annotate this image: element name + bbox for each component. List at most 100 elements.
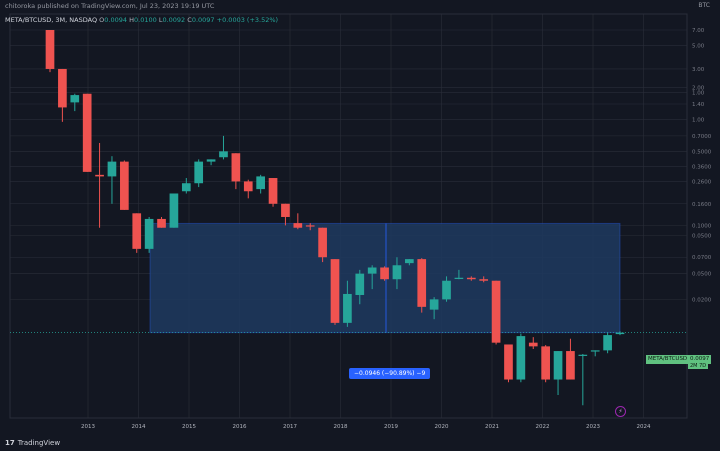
candle[interactable]	[367, 267, 377, 274]
candle[interactable]	[132, 213, 142, 249]
x-tick-label: 2014	[132, 424, 146, 430]
candle[interactable]	[380, 267, 389, 280]
y-tick-label: 0.0500	[692, 234, 712, 240]
currency-label: BTC	[698, 2, 710, 9]
candle[interactable]	[405, 259, 414, 264]
open-value: 0.0094	[104, 16, 128, 24]
open-label: O	[99, 16, 105, 24]
close-value: 0.0097	[191, 16, 215, 24]
candle[interactable]	[578, 354, 588, 356]
low-value: 0.0092	[162, 16, 186, 24]
candle[interactable]	[491, 280, 501, 343]
y-tick-label: 0.5000	[692, 149, 712, 155]
candle[interactable]	[58, 68, 67, 108]
candle[interactable]	[454, 277, 464, 279]
candle[interactable]	[504, 344, 513, 380]
y-tick-label: 7.00	[692, 28, 705, 34]
y-tick-label: 2.00	[692, 86, 705, 92]
x-tick-label: 2021	[485, 424, 499, 430]
symbol-price-tag: META/BTCUSD	[646, 355, 690, 364]
candle[interactable]	[206, 159, 216, 162]
y-tick-label: 0.1600	[692, 202, 712, 208]
low-label: L	[158, 16, 163, 24]
candle[interactable]	[355, 273, 365, 295]
x-tick-label: 2022	[536, 424, 550, 430]
x-tick-label: 2016	[233, 424, 247, 430]
y-tick-label: 1.40	[692, 102, 705, 108]
ohlc-legend: META/BTCUSD, 3M, NASDAQ O0.0094 H0.0100 …	[5, 16, 278, 24]
x-tick-label: 2017	[283, 424, 297, 430]
tradingview-logo[interactable]: 17 TradingView	[5, 439, 60, 447]
candle[interactable]	[528, 342, 538, 347]
candle[interactable]	[318, 227, 327, 258]
x-tick-label: 2018	[334, 424, 348, 430]
y-tick-label: 1.00	[692, 117, 705, 123]
close-label: C	[187, 16, 192, 24]
candle[interactable]	[281, 203, 290, 217]
y-tick-label: 3.00	[692, 67, 705, 73]
high-label: H	[129, 16, 134, 24]
x-tick-label: 2015	[182, 424, 196, 430]
candle[interactable]	[231, 153, 241, 182]
candle[interactable]	[194, 161, 204, 184]
candle[interactable]	[590, 350, 600, 352]
candle[interactable]	[442, 280, 451, 300]
high-value: 0.0100	[134, 16, 157, 24]
candle[interactable]	[169, 193, 179, 228]
measure-label[interactable]: −0.0946 (−90.89%) −9	[349, 368, 431, 379]
candle[interactable]	[107, 161, 117, 177]
candle[interactable]	[305, 225, 315, 227]
x-tick-label: 2020	[435, 424, 449, 430]
candle[interactable]	[392, 265, 402, 280]
candle[interactable]	[144, 218, 154, 249]
publish-caption: chitoroka published on TradingView.com, …	[5, 2, 215, 10]
candle[interactable]	[330, 259, 340, 323]
candle[interactable]	[417, 259, 427, 307]
candle[interactable]	[479, 279, 489, 281]
candle[interactable]	[603, 335, 612, 351]
lightning-icon[interactable]: ⚡	[615, 406, 626, 417]
candle[interactable]	[256, 176, 265, 190]
candle[interactable]	[293, 223, 303, 228]
candle[interactable]	[429, 299, 439, 310]
x-tick-label: 2019	[384, 424, 398, 430]
y-tick-label: 0.7000	[692, 134, 712, 140]
last-price-tag: 0.0097	[688, 355, 712, 364]
x-tick-label: 2023	[586, 424, 600, 430]
change-value: +0.0003 (+3.52%)	[216, 16, 279, 24]
candle[interactable]	[120, 161, 129, 210]
x-tick-label: 2024	[637, 424, 651, 430]
candle[interactable]	[45, 30, 55, 69]
candle[interactable]	[82, 93, 92, 172]
y-tick-label: 0.0700	[692, 255, 712, 261]
y-tick-label: 0.1000	[692, 223, 712, 229]
x-tick-label: 2013	[81, 424, 95, 430]
candle[interactable]	[541, 346, 550, 380]
candle[interactable]	[615, 332, 625, 335]
candle[interactable]	[268, 178, 278, 204]
bar-countdown-tag: 2M 7D	[688, 363, 709, 369]
y-tick-label: 0.3600	[692, 164, 712, 170]
candle[interactable]	[95, 174, 104, 177]
candle[interactable]	[181, 183, 191, 192]
candle[interactable]	[219, 151, 228, 158]
plot-frame	[9, 13, 688, 419]
y-tick-label: 0.0500	[692, 272, 712, 278]
candle[interactable]	[516, 336, 526, 380]
y-tick-label: 0.2600	[692, 179, 712, 185]
candle[interactable]	[466, 277, 476, 280]
tradingview-name: TradingView	[17, 439, 61, 447]
tradingview-mark-icon: 17	[5, 439, 15, 447]
candle[interactable]	[70, 95, 80, 103]
y-tick-label: 5.00	[692, 43, 705, 49]
candle[interactable]	[343, 293, 352, 323]
y-tick-label: 0.0200	[692, 297, 712, 303]
symbol-label[interactable]: META/BTCUSD, 3M, NASDAQ	[5, 16, 98, 24]
y-tick-label: 1.00	[692, 90, 705, 96]
candle[interactable]	[566, 351, 575, 380]
candle[interactable]	[243, 181, 253, 192]
candle[interactable]	[157, 218, 166, 228]
candle[interactable]	[553, 351, 563, 380]
